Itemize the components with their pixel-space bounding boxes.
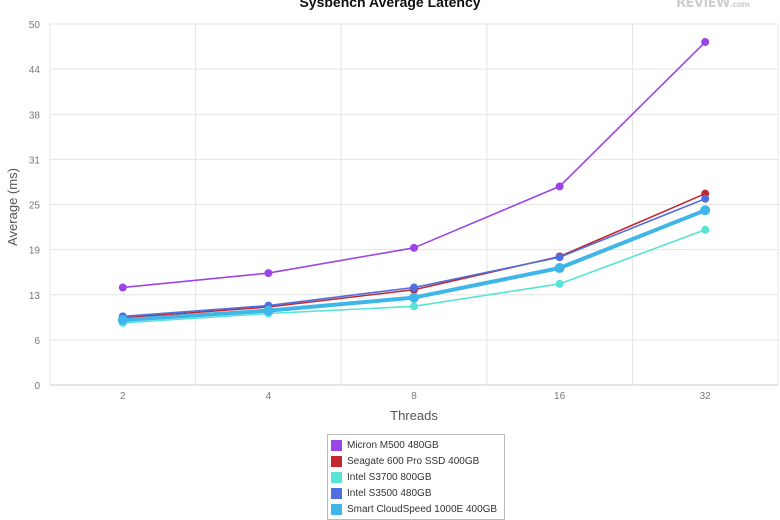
data-point (555, 253, 564, 262)
y-tick-label: 0 (34, 381, 40, 392)
data-point (701, 38, 710, 47)
y-tick-label: 25 (29, 201, 41, 212)
x-tick-label: 16 (554, 391, 566, 402)
data-point (409, 292, 419, 303)
legend: Micron M500 480GB Seagate 600 Pro SSD 400… (327, 434, 505, 520)
legend-label: Intel S3700 800GB (347, 471, 432, 483)
legend-label: Seagate 600 Pro SSD 400GB (347, 455, 480, 467)
x-tick-label: 4 (266, 391, 272, 402)
y-tick-label: 44 (29, 65, 41, 76)
y-tick-label: 6 (34, 336, 40, 347)
data-point (554, 263, 565, 274)
legend-swatch (331, 503, 342, 515)
series-points (117, 38, 711, 327)
legend-label: Micron M500 480GB (347, 439, 439, 451)
data-point (117, 315, 128, 326)
watermark-text: REVIEW (676, 0, 731, 11)
x-tick-label: 32 (700, 391, 712, 402)
legend-label: Smart CloudSpeed 1000E 400GB (347, 503, 498, 515)
y-axis-label: Average (ms) (5, 168, 20, 246)
y-tick-label: 31 (29, 155, 41, 166)
series-lines (122, 41, 706, 324)
legend-item: Intel S3500 480GB (331, 485, 501, 501)
watermark-suffix: .com (730, 0, 750, 9)
legend-swatch (331, 455, 342, 467)
x-tick-label: 2 (120, 391, 126, 402)
y-tick-label: 13 (29, 291, 41, 302)
data-point (555, 182, 564, 191)
legend-item: Seagate 600 Pro SSD 400GB (331, 453, 501, 469)
legend-swatch (331, 439, 342, 451)
chart-title: Sysbench Average Latency (299, 0, 481, 10)
data-point (118, 283, 127, 292)
site-logo-watermark: REVIEW.com (676, 0, 750, 11)
legend-item: Smart CloudSpeed 1000E 400GB (331, 501, 501, 517)
legend-swatch (331, 487, 342, 499)
data-point (555, 279, 564, 288)
data-point (410, 283, 418, 292)
x-tick-label: 8 (411, 391, 417, 402)
x-axis-label: Threads (390, 408, 438, 423)
y-tick-labels: 0 6 13 19 25 31 38 44 50 (29, 20, 41, 392)
y-tick-label: 38 (29, 110, 41, 121)
y-tick-label: 50 (29, 20, 41, 31)
data-point (410, 243, 418, 252)
legend-item: Micron M500 480GB (331, 437, 501, 453)
data-point (701, 225, 710, 234)
data-point (264, 269, 273, 278)
legend-label: Intel S3500 480GB (347, 487, 432, 499)
data-point (263, 305, 274, 316)
data-point (410, 302, 418, 311)
x-tick-labels: 2 4 8 16 32 (120, 391, 711, 402)
data-point (701, 194, 710, 203)
data-point (700, 205, 711, 216)
y-tick-label: 19 (29, 246, 41, 257)
legend-swatch (331, 471, 342, 483)
legend-item: Intel S3700 800GB (331, 469, 501, 485)
